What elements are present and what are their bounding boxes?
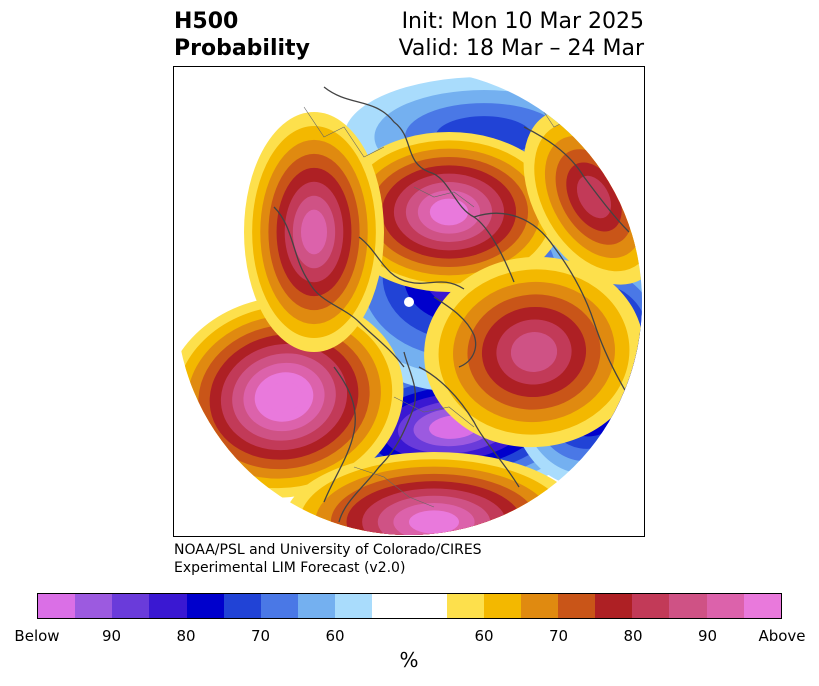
colorbar-segment [669, 594, 707, 618]
forecast-dates: Init: Mon 10 Mar 2025 Valid: 18 Mar – 24… [399, 8, 644, 62]
colorbar-segment [372, 594, 410, 618]
credit-line-2: Experimental LIM Forecast (v2.0) [174, 560, 406, 576]
colorbar-segment [409, 594, 447, 618]
colorbar-segment [520, 594, 558, 618]
probability-field [176, 69, 642, 535]
colorbar-tick-label: 80 [623, 627, 643, 645]
colorbar-segment [186, 594, 224, 618]
title-variable: H500 [174, 9, 239, 34]
colorbar-segment [149, 594, 187, 618]
coastlines [273, 86, 630, 523]
north-pole-marker [404, 297, 414, 307]
credit-text: NOAA/PSL and University of Colorado/CIRE… [174, 541, 482, 577]
colorbar-segment [706, 594, 744, 618]
colorbar-segment [483, 594, 521, 618]
colorbar-tick-label: 70 [548, 627, 569, 645]
credit-line-1: NOAA/PSL and University of Colorado/CIRE… [174, 542, 482, 558]
colorbar-segment [335, 594, 373, 618]
colorbar-segment [223, 594, 261, 618]
colorbar-tick-label: Above [758, 627, 806, 645]
map-title: H500 Probability [174, 8, 310, 62]
colorbar-tick-label: 70 [250, 627, 271, 645]
polar-map-frame [173, 66, 645, 537]
colorbar-segment [632, 594, 670, 618]
anomaly-high-europe [334, 132, 564, 292]
anomaly-high-greenland [424, 256, 642, 448]
colorbar [37, 593, 782, 619]
colorbar-segment [297, 594, 336, 618]
anomaly-high-eastern-us [284, 452, 584, 535]
colorbar-tick-label: 60 [325, 627, 345, 645]
anomaly-high-russia [244, 112, 384, 352]
colorbar-unit: % [399, 648, 419, 672]
polar-stereographic-map [176, 69, 642, 535]
colorbar-segment [595, 594, 633, 618]
colorbar-tick-label: 60 [474, 627, 494, 645]
colorbar-segment [446, 594, 484, 618]
init-date: Init: Mon 10 Mar 2025 [401, 9, 644, 34]
colorbar-segment [112, 594, 150, 618]
colorbar-segment [743, 594, 781, 618]
colorbar-segment [260, 594, 298, 618]
colorbar-segment [557, 594, 596, 618]
colorbar-tick-label: 80 [176, 627, 196, 645]
colorbar-tick-label: 90 [697, 627, 718, 645]
title-quantity: Probability [174, 36, 310, 61]
valid-dates: Valid: 18 Mar – 24 Mar [398, 36, 644, 61]
colorbar-segment [38, 594, 76, 618]
colorbar-tick-label: 90 [101, 627, 122, 645]
colorbar-segment [75, 594, 113, 618]
colorbar-tick-label: Below [14, 627, 60, 645]
